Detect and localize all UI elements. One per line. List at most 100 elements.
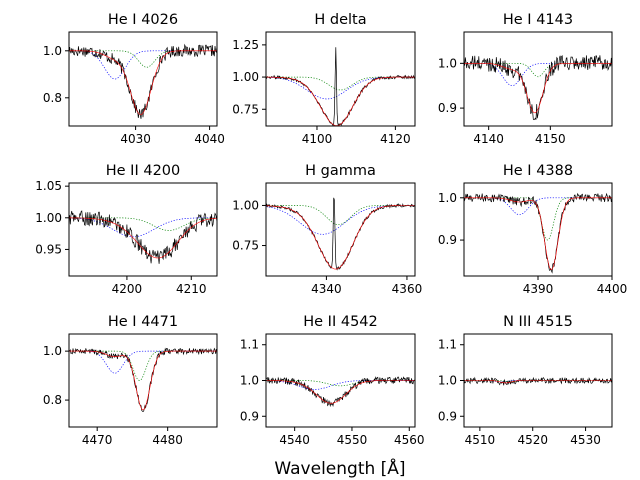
panel-5: H gamma 4340 4360 0.75 1.00: [232, 163, 422, 296]
y-tick-label: 1.05: [35, 179, 62, 193]
x-axis-label: Wavelength [Å]: [274, 457, 405, 479]
y-tick-label: 1.00: [232, 198, 259, 212]
series-observed: [266, 376, 415, 408]
series-component-1: [464, 62, 612, 87]
x-tick-label: 4400: [597, 282, 628, 296]
y-tick-label: 1.00: [232, 70, 259, 84]
y-tick-label: 1.0: [438, 191, 457, 205]
x-tick-label: 4390: [523, 282, 554, 296]
series-model: [266, 380, 415, 404]
series-observed: [69, 43, 217, 119]
y-tick-label: 1.0: [240, 374, 259, 388]
x-tick-label: 4520: [517, 433, 548, 447]
series-model: [464, 380, 612, 384]
y-tick-label: 1.0: [438, 56, 457, 70]
series-observed: [266, 47, 415, 126]
x-tick-label: 4150: [535, 132, 566, 146]
plot-area: [464, 192, 612, 274]
series-component-1: [266, 380, 415, 390]
panel-title: He II 4200: [106, 163, 181, 179]
plot-area: [69, 347, 217, 413]
x-tick-label: 4470: [82, 433, 113, 447]
panel-4: He II 4200 4200 4210 0.95 1.00 1.05: [35, 163, 218, 296]
y-tick-label: 0.95: [35, 242, 62, 256]
series-model: [464, 197, 612, 271]
panel-title: N III 4515: [503, 314, 573, 330]
axes-frame: [68, 182, 218, 277]
plot-area: [69, 43, 217, 119]
y-tick-label: 0.75: [232, 239, 259, 253]
panel-title: H delta: [314, 12, 366, 28]
panel-6: He I 4388 4390 4400 0.9 1.0: [438, 163, 627, 296]
x-tick-label: 4200: [112, 282, 143, 296]
axes-frame: [265, 31, 416, 127]
x-tick-label: 4480: [152, 433, 183, 447]
x-tick-label: 4210: [176, 282, 207, 296]
panel-title: He I 4026: [108, 12, 178, 28]
x-tick-label: 4340: [311, 282, 342, 296]
y-tick-label: 0.9: [438, 233, 457, 247]
panel-7: He I 4471 4470 4480 0.8 1.0: [43, 314, 218, 447]
axes-frame: [265, 182, 416, 277]
y-tick-label: 0.9: [438, 409, 457, 423]
series-component-1: [266, 76, 415, 100]
panel-8: He II 4542 4540 4550 4560 0.9 1.0 1.1: [240, 314, 425, 447]
panel-title: He I 4388: [503, 163, 573, 179]
x-tick-label: 4540: [279, 433, 310, 447]
series-observed: [69, 210, 217, 264]
x-tick-label: 4360: [392, 282, 423, 296]
x-tick-label: 4100: [302, 132, 333, 146]
series-observed: [464, 376, 612, 386]
panel-1: He I 4026 4030 4040 0.8 1.0: [43, 12, 225, 146]
series-observed: [464, 192, 612, 274]
x-tick-label: 4550: [337, 433, 368, 447]
y-tick-label: 1.0: [43, 344, 62, 358]
y-tick-label: 1.1: [438, 338, 457, 352]
series-observed: [69, 347, 217, 413]
panel-title: He II 4542: [303, 314, 378, 330]
plot-area: [464, 55, 612, 121]
series-component-2: [464, 62, 612, 78]
series-component-1: [69, 350, 217, 374]
series-model: [266, 205, 415, 270]
plot-area: [266, 47, 415, 126]
series-component-2: [69, 350, 217, 381]
y-tick-label: 0.9: [240, 409, 259, 423]
y-tick-label: 1.1: [240, 338, 259, 352]
y-tick-label: 1.25: [232, 38, 259, 52]
series-component-2: [266, 205, 415, 226]
x-tick-label: 4030: [120, 132, 151, 146]
x-tick-label: 4040: [194, 132, 225, 146]
series-model: [464, 63, 612, 114]
x-tick-label: 4140: [473, 132, 504, 146]
plot-area: [266, 197, 415, 271]
series-model: [266, 76, 415, 126]
series-component-2: [464, 197, 612, 241]
y-tick-label: 0.9: [438, 101, 457, 115]
series-model: [69, 350, 217, 411]
plot-area: [464, 376, 612, 386]
x-tick-label: 4560: [394, 433, 425, 447]
panel-title: He I 4471: [108, 314, 178, 330]
panel-title: He I 4143: [503, 12, 573, 28]
plot-area: [266, 376, 415, 408]
series-component-2: [266, 76, 415, 91]
x-tick-label: 4530: [570, 433, 601, 447]
axes-frame: [68, 333, 218, 428]
axes-frame: [463, 31, 613, 127]
series-component-1: [266, 205, 415, 235]
panel-2: H delta 4100 4120 0.75 1.00 1.25: [232, 12, 416, 146]
axes-frame: [68, 31, 218, 127]
x-tick-label: 4510: [465, 433, 496, 447]
series-model: [69, 50, 217, 115]
y-tick-label: 1.0: [43, 44, 62, 58]
series-observed: [464, 55, 612, 121]
panel-9: N III 4515 4510 4520 4530 0.9 1.0 1.1: [438, 314, 613, 447]
x-tick-label: 4120: [380, 132, 411, 146]
panel-title: H gamma: [305, 163, 376, 179]
y-tick-label: 1.00: [35, 211, 62, 225]
panel-3: He I 4143 4140 4150 0.9 1.0: [438, 12, 613, 146]
y-tick-label: 0.8: [43, 393, 62, 407]
y-tick-label: 0.8: [43, 91, 62, 105]
